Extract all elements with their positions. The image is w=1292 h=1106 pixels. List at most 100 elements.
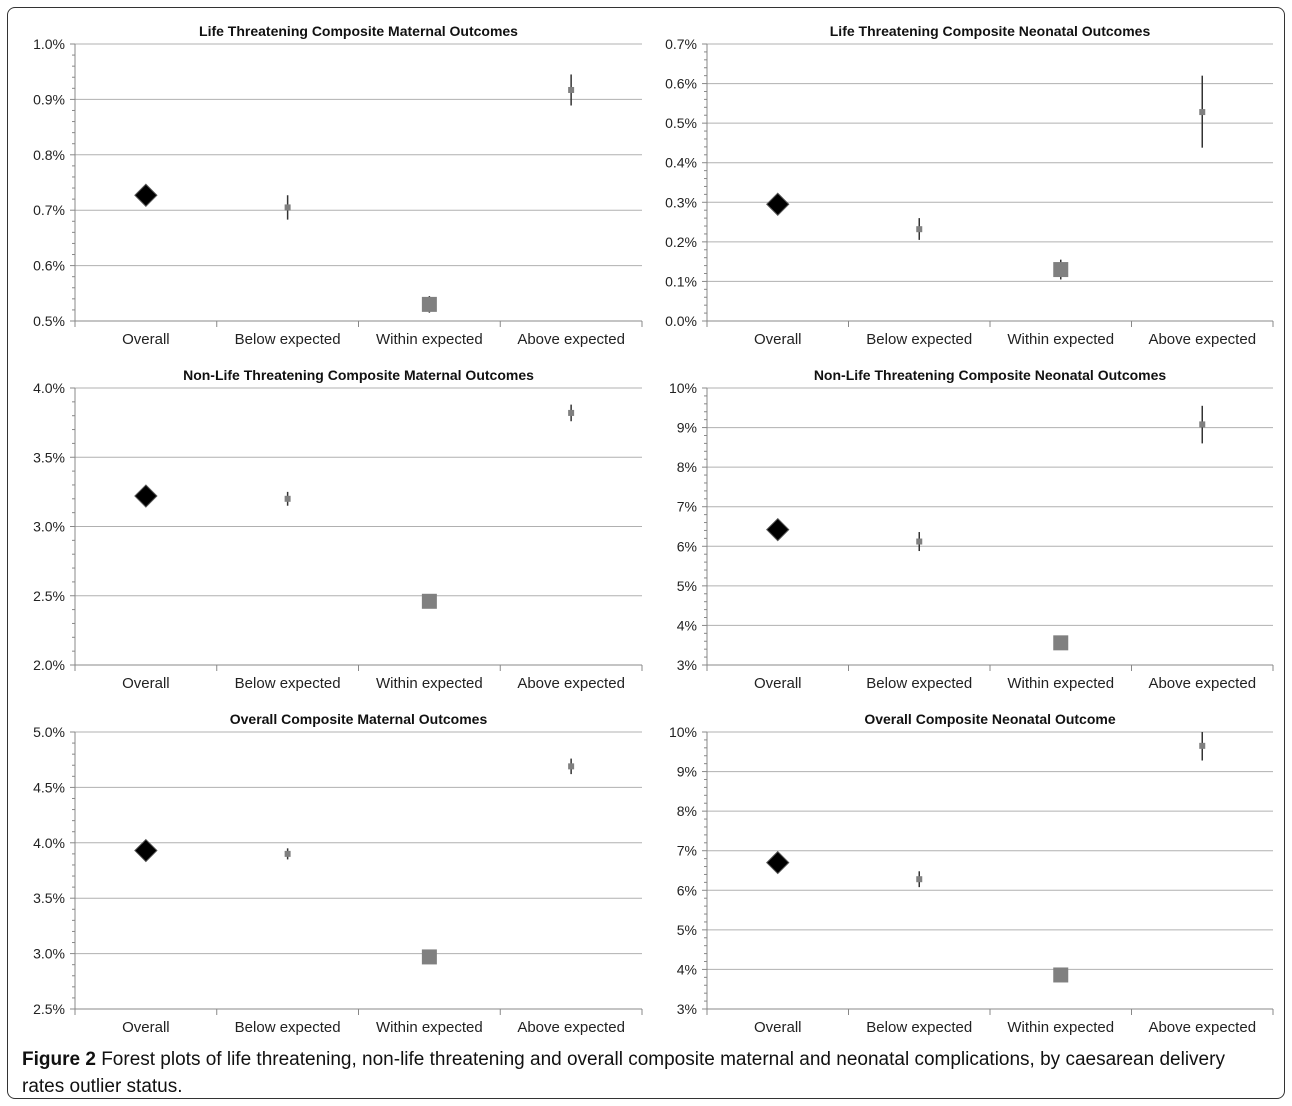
- y-tick-label: 6%: [677, 882, 697, 898]
- x-category-label: Overall: [754, 1019, 802, 1036]
- group-point: [284, 495, 291, 502]
- caption-text: Forest plots of life threatening, non-li…: [22, 1049, 1225, 1097]
- chart-title: Overall Composite Maternal Outcomes: [230, 711, 488, 727]
- y-tick-label: 4%: [677, 961, 697, 977]
- y-tick-label: 3%: [677, 657, 697, 673]
- y-tick-label: 6%: [677, 538, 697, 554]
- x-category-label: Below expected: [866, 331, 972, 348]
- x-category-label: Overall: [754, 331, 802, 348]
- x-category-label: Overall: [754, 675, 802, 692]
- overall-point: [134, 484, 158, 508]
- y-tick-label: 0.5%: [665, 115, 697, 131]
- group-point: [421, 296, 437, 312]
- overall-point: [134, 838, 158, 863]
- y-tick-label: 0.6%: [665, 76, 697, 92]
- y-tick-label: 0.1%: [665, 273, 697, 289]
- x-category-label: Overall: [122, 1019, 170, 1036]
- overall-point: [766, 192, 790, 216]
- y-tick-label: 10%: [669, 380, 697, 396]
- x-category-label: Within expected: [376, 675, 483, 692]
- x-category-label: Above expected: [1148, 675, 1256, 692]
- figure-caption: Figure 2 Forest plots of life threatenin…: [22, 1046, 1272, 1100]
- chart-title: Non-Life Threatening Composite Maternal …: [183, 367, 534, 383]
- x-category-label: Above expected: [1148, 331, 1256, 348]
- group-point: [284, 204, 291, 211]
- y-tick-label: 5%: [677, 578, 697, 594]
- chart-title: Life Threatening Composite Neonatal Outc…: [830, 23, 1151, 39]
- x-category-label: Below expected: [866, 675, 972, 692]
- y-tick-label: 0.8%: [33, 147, 65, 163]
- group-point: [421, 593, 437, 609]
- y-tick-label: 2.5%: [33, 1001, 65, 1017]
- group-point: [1199, 742, 1206, 749]
- y-tick-label: 0.5%: [33, 313, 65, 329]
- chart-panel-3: Non-Life Threatening Composite Maternal …: [33, 367, 643, 692]
- y-tick-label: 0.6%: [33, 258, 65, 274]
- y-tick-label: 3%: [677, 1001, 697, 1017]
- y-tick-label: 7%: [677, 499, 697, 515]
- x-category-label: Below expected: [235, 1019, 341, 1036]
- y-tick-label: 4.0%: [33, 835, 65, 851]
- group-point: [1199, 109, 1206, 116]
- x-category-label: Within expected: [1007, 1019, 1114, 1036]
- y-tick-label: 9%: [677, 764, 697, 780]
- y-tick-label: 1.0%: [33, 36, 65, 52]
- x-category-label: Within expected: [376, 331, 483, 348]
- y-tick-label: 3.5%: [33, 890, 65, 906]
- y-tick-label: 2.0%: [33, 657, 65, 673]
- y-tick-label: 0.9%: [33, 91, 65, 107]
- chart-panel-2: Life Threatening Composite Neonatal Outc…: [665, 23, 1274, 348]
- group-point: [916, 226, 923, 233]
- y-tick-label: 10%: [669, 724, 697, 740]
- group-point: [421, 949, 437, 965]
- x-category-label: Above expected: [517, 1019, 625, 1036]
- y-tick-label: 5%: [677, 922, 697, 938]
- y-tick-label: 3.0%: [33, 946, 65, 962]
- overall-point: [134, 183, 158, 207]
- chart-panel-1: Life Threatening Composite Maternal Outc…: [33, 23, 643, 348]
- y-tick-label: 2.5%: [33, 588, 65, 604]
- caption-label: Figure 2: [22, 1049, 96, 1070]
- y-tick-label: 4.5%: [33, 779, 65, 795]
- y-tick-label: 0.7%: [665, 36, 697, 52]
- y-tick-label: 0.7%: [33, 202, 65, 218]
- x-category-label: Within expected: [1007, 675, 1114, 692]
- group-point: [1053, 262, 1069, 278]
- y-tick-label: 4%: [677, 617, 697, 633]
- overall-point: [766, 850, 790, 875]
- group-point: [1053, 967, 1069, 983]
- chart-title: Overall Composite Neonatal Outcome: [864, 711, 1115, 727]
- group-point: [1199, 421, 1206, 428]
- group-point: [568, 409, 575, 416]
- y-tick-label: 3.0%: [33, 519, 65, 535]
- x-category-label: Above expected: [1148, 1019, 1256, 1036]
- group-point: [916, 538, 923, 545]
- x-category-label: Below expected: [235, 331, 341, 348]
- y-tick-label: 5.0%: [33, 724, 65, 740]
- chart-panel-4: Non-Life Threatening Composite Neonatal …: [669, 367, 1274, 692]
- group-point: [568, 86, 575, 93]
- y-tick-label: 0.3%: [665, 194, 697, 210]
- x-category-label: Above expected: [517, 331, 625, 348]
- y-tick-label: 0.4%: [665, 155, 697, 171]
- figure-frame: [7, 7, 1285, 1099]
- group-point: [916, 876, 923, 883]
- x-category-label: Below expected: [866, 1019, 972, 1036]
- x-category-label: Overall: [122, 331, 170, 348]
- x-category-label: Within expected: [376, 1019, 483, 1036]
- x-category-label: Overall: [122, 675, 170, 692]
- overall-point: [766, 517, 790, 542]
- x-category-label: Within expected: [1007, 331, 1114, 348]
- y-tick-label: 0.0%: [665, 313, 697, 329]
- y-tick-label: 0.2%: [665, 234, 697, 250]
- y-tick-label: 7%: [677, 843, 697, 859]
- chart-panel-5: Overall Composite Maternal Outcomes 2.5% 3…: [33, 711, 643, 1036]
- group-point: [568, 763, 575, 770]
- chart-panel-6: Overall Composite Neonatal Outcome 3% 4% 5%…: [669, 711, 1274, 1036]
- forest-plots: Life Threatening Composite Maternal Outc…: [33, 23, 1274, 1036]
- group-point: [284, 850, 291, 857]
- x-category-label: Above expected: [517, 675, 625, 692]
- y-tick-label: 8%: [677, 803, 697, 819]
- x-category-label: Below expected: [235, 675, 341, 692]
- y-tick-label: 9%: [677, 420, 697, 436]
